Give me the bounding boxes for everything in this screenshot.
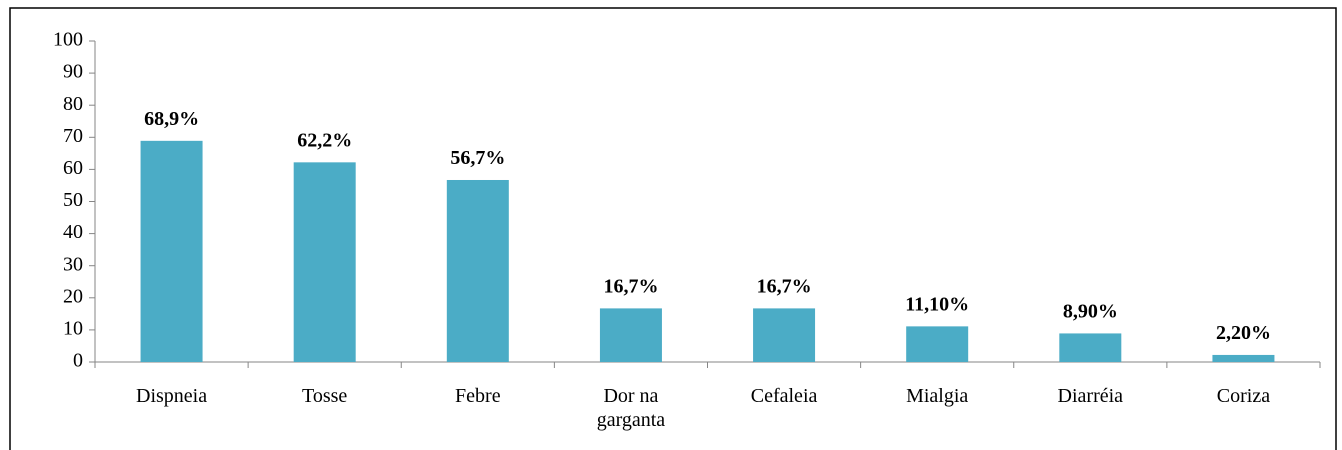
y-tick-label: 70 [63, 125, 83, 147]
x-tick-label: Tosse [302, 385, 348, 407]
x-tick-label: Mialgia [906, 385, 969, 407]
bar [1212, 354, 1275, 362]
bar [1059, 333, 1122, 362]
x-tick-label: Diarréia [1057, 385, 1124, 407]
data-label: 11,10% [905, 293, 969, 315]
data-label: 8,90% [1063, 300, 1118, 322]
y-tick-label: 60 [63, 157, 83, 179]
y-tick-label: 10 [63, 317, 83, 339]
chart-border [9, 7, 1337, 450]
data-label: 62,2% [297, 129, 352, 151]
data-label: 2,20% [1216, 322, 1271, 344]
y-tick-label: 50 [63, 189, 83, 211]
bar [753, 308, 816, 362]
bar [446, 179, 509, 362]
x-tick-label: Dispneia [136, 385, 208, 407]
data-label: 16,7% [603, 275, 658, 297]
data-label: 16,7% [757, 275, 812, 297]
bar [140, 140, 203, 362]
y-tick-label: 90 [63, 61, 83, 83]
y-tick-label: 0 [73, 350, 83, 372]
y-tick-label: 40 [63, 221, 83, 243]
bar [599, 308, 662, 362]
y-tick-label: 100 [53, 29, 83, 51]
bar [906, 326, 969, 362]
bar [293, 162, 356, 362]
x-tick-label: Dor na garganta [596, 385, 666, 431]
x-tick-label: Febre [455, 385, 501, 407]
y-tick-label: 80 [63, 93, 83, 115]
y-tick-label: 20 [63, 285, 83, 307]
x-tick-label: Coriza [1216, 385, 1271, 407]
data-label: 68,9% [144, 108, 199, 130]
x-tick-label: Cefaleia [750, 385, 818, 407]
data-label: 56,7% [450, 147, 505, 169]
y-tick-label: 30 [63, 253, 83, 275]
